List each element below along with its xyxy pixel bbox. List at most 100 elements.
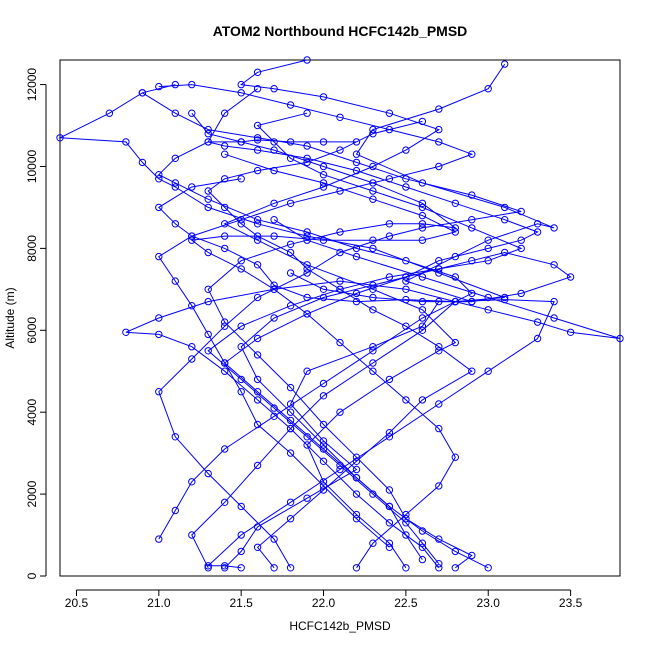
data-point	[352, 138, 361, 146]
data-point	[155, 171, 163, 179]
data-point	[286, 199, 295, 208]
data-point	[550, 297, 558, 306]
data-point	[204, 469, 212, 478]
data-series	[204, 85, 542, 551]
data-point	[204, 203, 212, 212]
series-line	[191, 112, 473, 569]
data-point	[451, 252, 459, 261]
data-point	[237, 220, 245, 228]
x-tick-label: 23.5	[559, 596, 583, 610]
y-tick-label: 6000	[25, 317, 39, 344]
data-point	[155, 203, 163, 212]
data-point	[303, 228, 311, 236]
data-point	[435, 105, 443, 113]
data-point	[418, 199, 427, 208]
data-point	[286, 449, 295, 457]
x-tick-label: 21.5	[229, 596, 253, 610]
data-point	[204, 138, 212, 146]
data-point	[286, 498, 295, 506]
data-point	[468, 551, 476, 560]
data-point	[188, 302, 196, 310]
data-point	[155, 388, 163, 396]
data-point	[566, 328, 575, 336]
data-point	[253, 166, 262, 175]
data-point	[204, 347, 212, 355]
data-point	[270, 404, 278, 412]
data-point	[402, 515, 410, 523]
data-point	[319, 486, 328, 494]
data-series	[155, 80, 476, 564]
data-point	[204, 297, 212, 306]
series-line	[58, 84, 505, 569]
data-point	[253, 121, 262, 130]
data-point	[435, 424, 443, 433]
data-point	[319, 183, 328, 191]
data-point	[138, 158, 147, 167]
data-point	[270, 564, 278, 572]
data-point	[402, 183, 410, 191]
data-point	[352, 453, 361, 461]
data-point	[237, 531, 245, 539]
series-line	[207, 120, 473, 569]
data-point	[402, 396, 410, 404]
data-point	[435, 564, 443, 572]
data-point	[468, 150, 476, 158]
data-point	[418, 297, 427, 306]
data-point	[319, 285, 328, 293]
data-point	[484, 244, 492, 253]
data-point	[468, 224, 476, 232]
data-point	[484, 85, 492, 93]
data-point	[155, 82, 163, 91]
data-point	[451, 228, 459, 236]
data-point	[237, 343, 245, 351]
data-point	[468, 367, 476, 375]
data-point	[402, 510, 410, 519]
data-point	[517, 207, 525, 216]
data-point	[385, 220, 394, 228]
data-point	[336, 146, 344, 154]
data-point	[385, 375, 394, 384]
data-point	[533, 220, 542, 228]
data-point	[319, 482, 328, 490]
data-point	[352, 244, 361, 253]
data-point	[171, 277, 180, 285]
series-line	[207, 112, 523, 565]
series-line	[142, 92, 522, 569]
y-axis: 0 2000 4000 6000 8000 10000 12000	[25, 68, 47, 579]
data-point	[468, 289, 476, 298]
y-tick-label: 2000	[25, 480, 39, 507]
data-point	[352, 564, 361, 572]
data-point	[188, 109, 196, 117]
y-tick-label: 8000	[25, 235, 39, 262]
data-point	[385, 273, 394, 281]
data-point	[336, 277, 344, 285]
data-point	[402, 277, 410, 285]
data-point	[550, 314, 558, 322]
data-point	[221, 359, 229, 367]
data-point	[352, 515, 361, 523]
data-point	[533, 318, 542, 326]
data-point	[352, 252, 361, 261]
data-point	[237, 216, 245, 224]
data-point	[435, 257, 443, 265]
data-point	[451, 564, 459, 572]
data-point	[369, 244, 377, 253]
data-point	[352, 510, 361, 519]
data-point	[105, 109, 114, 117]
data-point	[369, 367, 377, 375]
data-point	[385, 125, 394, 134]
data-point	[418, 179, 427, 187]
data-point	[155, 330, 163, 339]
data-point	[253, 293, 262, 302]
x-tick-label: 22.0	[312, 596, 336, 610]
data-point	[303, 236, 311, 244]
data-point	[188, 531, 196, 539]
data-point	[451, 273, 459, 281]
data-point	[451, 224, 459, 232]
data-point	[270, 285, 278, 293]
data-point	[402, 175, 410, 183]
data-point	[253, 68, 262, 77]
data-point	[319, 445, 328, 453]
data-series	[204, 117, 476, 572]
data-point	[171, 506, 180, 515]
